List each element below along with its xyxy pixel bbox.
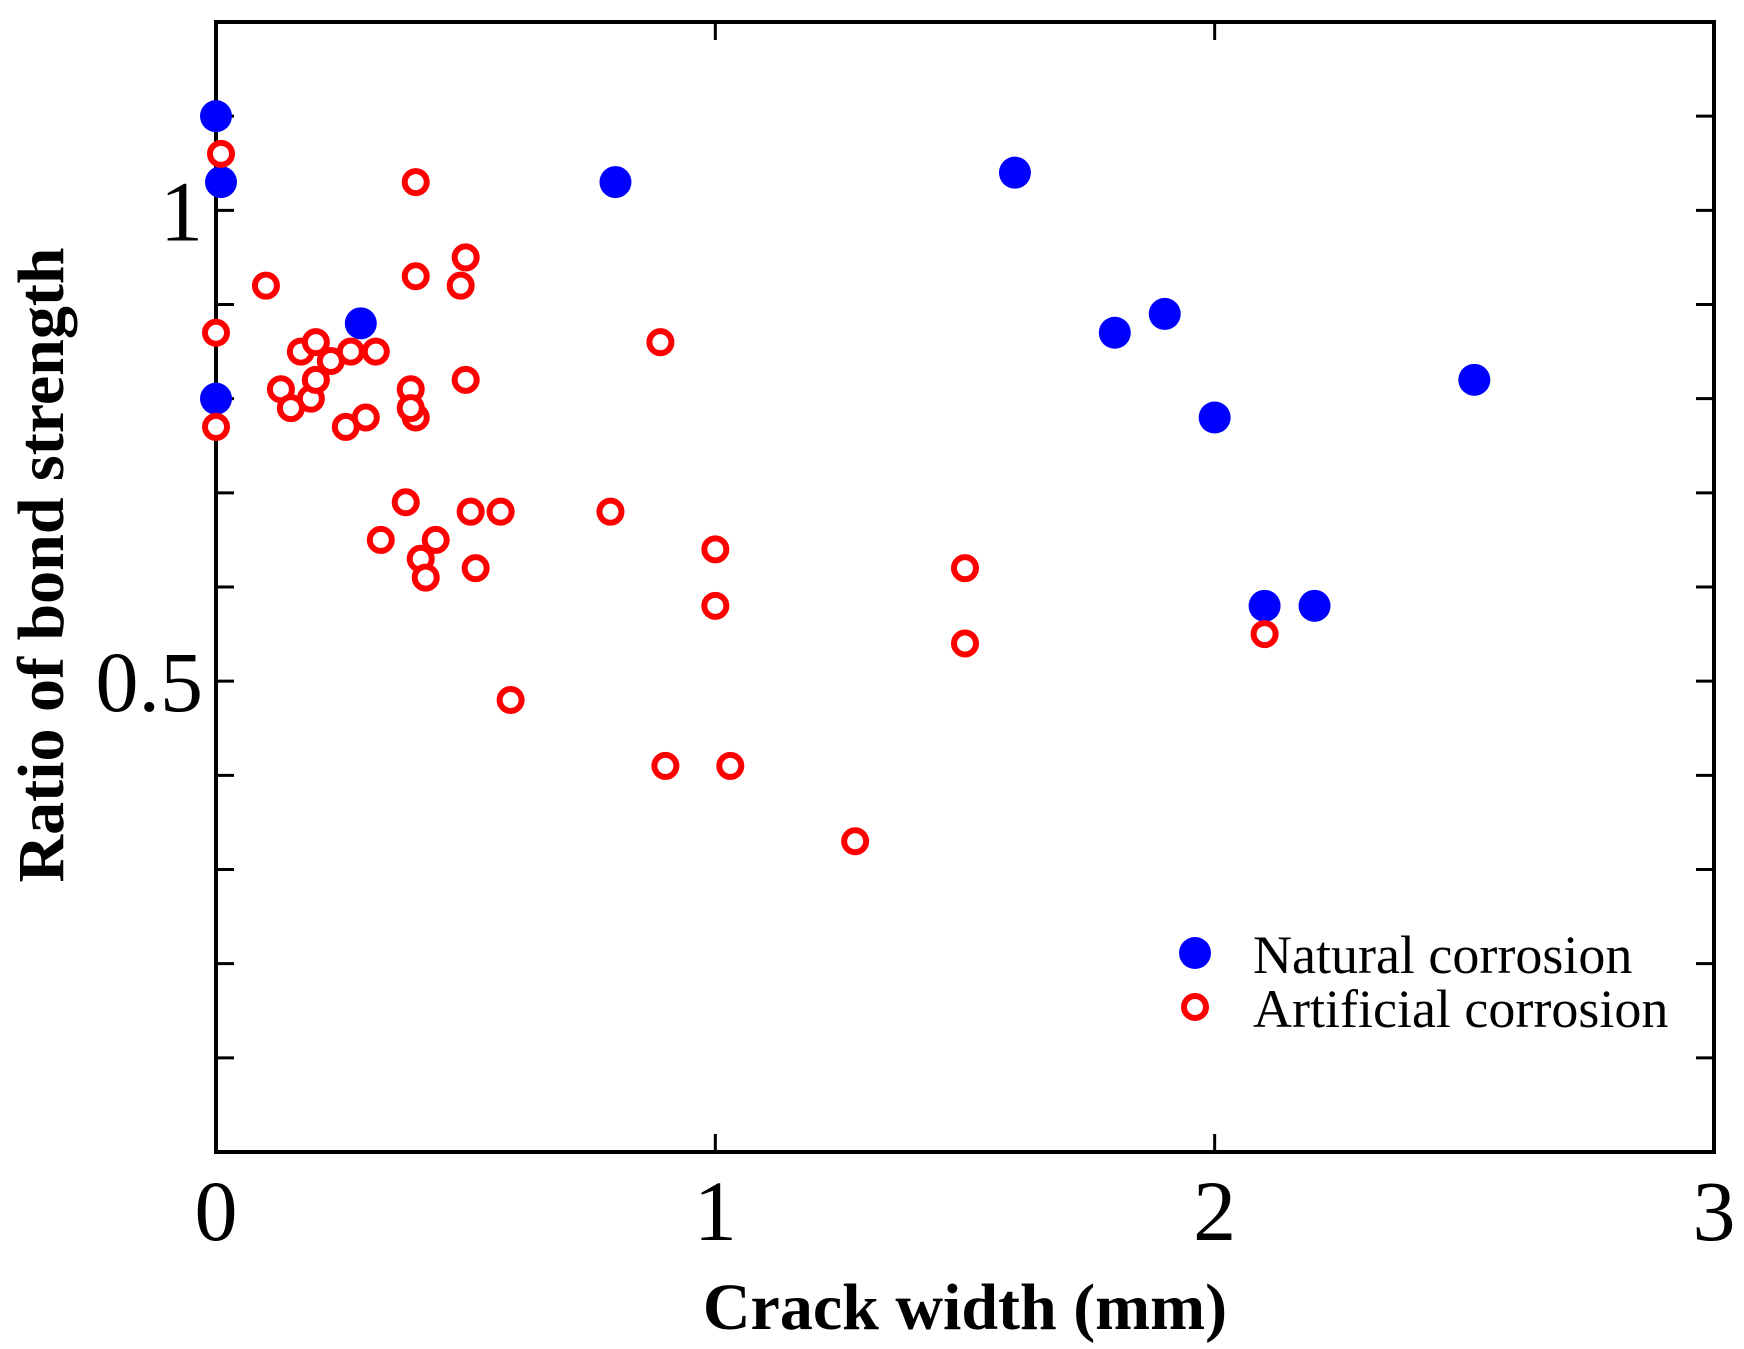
y-tick-label: 1: [160, 163, 203, 259]
artificial-corrosion-point: [351, 403, 380, 432]
artificial-corrosion-point: [486, 497, 515, 526]
legend-artificial-marker: [1181, 993, 1209, 1021]
natural-corrosion-point: [1248, 589, 1281, 622]
artificial-corrosion-point: [1250, 620, 1279, 649]
natural-corrosion-point: [998, 156, 1031, 189]
artificial-corrosion-point: [646, 328, 675, 357]
natural-corrosion-point: [1458, 363, 1491, 396]
artificial-corrosion-point: [301, 365, 330, 394]
natural-corrosion-point: [344, 307, 377, 340]
artificial-corrosion-point: [451, 243, 480, 272]
artificial-corrosion-point: [396, 394, 425, 423]
natural-corrosion-point: [200, 100, 232, 133]
artificial-corrosion-point: [456, 497, 485, 526]
legend: Natural corrosion Artificial corrosion: [1179, 925, 1668, 1039]
artificial-corrosion-point: [301, 328, 330, 357]
artificial-corrosion-point: [401, 262, 430, 291]
artificial-corrosion-point: [202, 318, 230, 347]
natural-corrosion-point: [200, 382, 232, 415]
natural-corrosion-point: [599, 166, 632, 199]
natural-corrosion-point: [204, 166, 237, 199]
series-artificial-corrosion: [202, 139, 1279, 856]
x-tick-label: 3: [1693, 1163, 1736, 1259]
artificial-corrosion-point: [206, 139, 235, 168]
x-tick-label: 0: [195, 1163, 238, 1259]
artificial-corrosion-point: [391, 488, 420, 517]
artificial-corrosion-point: [596, 497, 625, 526]
legend-natural-label: Natural corrosion: [1253, 925, 1632, 985]
y-tick-label: 0.5: [96, 634, 204, 730]
series-natural-corrosion: [200, 100, 1491, 622]
artificial-corrosion-point: [411, 563, 440, 592]
artificial-corrosion-point: [651, 751, 680, 780]
axis-ticks: [214, 22, 1716, 1152]
x-axis-title: Crack width (mm): [703, 1271, 1227, 1344]
natural-corrosion-point: [1298, 589, 1331, 622]
artificial-corrosion-point: [461, 554, 490, 583]
artificial-corrosion-point: [366, 525, 395, 554]
legend-artificial-label: Artificial corrosion: [1253, 979, 1668, 1039]
natural-corrosion-point: [1098, 316, 1131, 349]
artificial-corrosion-point: [202, 412, 230, 441]
artificial-corrosion-point: [951, 629, 979, 658]
natural-corrosion-point: [1148, 297, 1181, 330]
legend-natural-marker: [1179, 937, 1211, 969]
natural-corrosion-point: [1198, 401, 1231, 434]
artificial-corrosion-point: [701, 591, 730, 620]
artificial-corrosion-point: [701, 535, 730, 564]
artificial-corrosion-point: [446, 271, 475, 300]
artificial-corrosion-point: [841, 827, 870, 856]
artificial-corrosion-point: [496, 686, 525, 714]
artificial-corrosion-point: [951, 554, 979, 583]
artificial-corrosion-point: [421, 525, 450, 554]
artificial-corrosion-point: [361, 337, 390, 366]
artificial-corrosion-point: [336, 337, 365, 366]
artificial-corrosion-point: [716, 751, 745, 780]
x-tick-label: 1: [694, 1163, 737, 1259]
data-points: [200, 100, 1491, 856]
x-tick-label: 2: [1193, 1163, 1236, 1259]
artificial-corrosion-point: [401, 168, 430, 197]
y-axis-title: Ratio of bond strength: [5, 247, 78, 882]
artificial-corrosion-point: [251, 271, 280, 300]
artificial-corrosion-point: [451, 365, 480, 394]
axis-tick-labels: 0 1 2 3 0.5 1: [96, 163, 1736, 1259]
